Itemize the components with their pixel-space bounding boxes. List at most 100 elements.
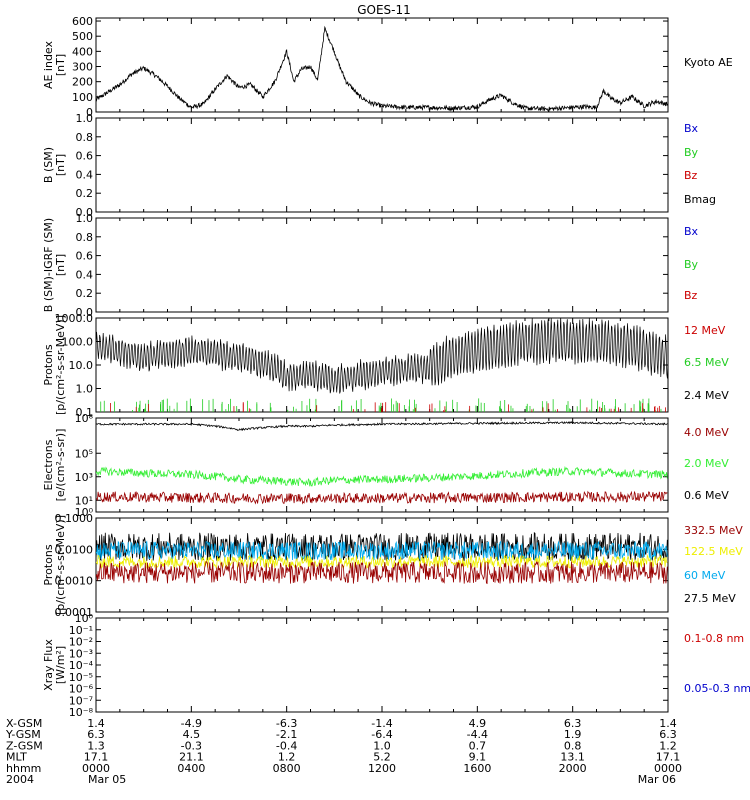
x-axis-value: 2000 bbox=[559, 762, 587, 775]
x-axis-value: 17.1 bbox=[656, 751, 681, 764]
legend-entry: Bx bbox=[684, 225, 699, 238]
y-tick-label: 10⁰ bbox=[75, 612, 94, 625]
y-tick-label: 1.0 bbox=[76, 212, 94, 225]
x-axis-value: 17.1 bbox=[84, 751, 109, 764]
series-line-electrons-2 bbox=[96, 490, 668, 505]
x-axis-value: -4.4 bbox=[467, 728, 488, 741]
x-axis-value: 1.9 bbox=[564, 728, 582, 741]
y-tick-label: 10⁻⁶ bbox=[69, 683, 94, 696]
panel-2: 0.0 0.2 0.4 0.6 0.8 1.0 B (SM) [nT] Bx By Bz Bmag bbox=[42, 112, 716, 219]
y-axis-label: [nT] bbox=[54, 254, 67, 276]
y-axis-label: AE index bbox=[42, 40, 55, 89]
y-tick-label: 0.1000 bbox=[55, 512, 94, 525]
x-axis-value: -2.1 bbox=[276, 728, 297, 741]
x-axis-row-label: MLT bbox=[6, 751, 27, 764]
y-tick-label: 10⁻¹ bbox=[69, 624, 93, 637]
x-axis-value: 0000 bbox=[654, 762, 682, 775]
y-tick-label: 0.4 bbox=[76, 268, 94, 281]
x-axis-value: 6.3 bbox=[87, 728, 105, 741]
x-axis-row-label: hhmm bbox=[6, 762, 41, 775]
x-axis-value: 4.9 bbox=[469, 717, 487, 730]
x-axis-row-label: X-GSM bbox=[6, 717, 42, 730]
y-axis-label: [p/(cm²-s-sr-MeV)] bbox=[54, 315, 67, 415]
y-tick-label: 0.0010 bbox=[55, 575, 94, 588]
x-axis-value: -6.3 bbox=[276, 717, 297, 730]
legend-entry: 2.0 MeV bbox=[684, 457, 729, 470]
y-tick-label: 0.6 bbox=[76, 150, 94, 163]
y-tick-label: 10³ bbox=[75, 471, 93, 484]
x-axis-value: 0800 bbox=[273, 762, 301, 775]
legend-entry: Bz bbox=[684, 169, 698, 182]
legend-entry: Bmag bbox=[684, 193, 716, 206]
y-tick-label: 0.8 bbox=[76, 231, 94, 244]
legend-entry: 122.5 MeV bbox=[684, 545, 743, 558]
panel-frame bbox=[95, 17, 669, 113]
panel-frame bbox=[95, 617, 669, 713]
x-axis-value: 5.2 bbox=[373, 751, 391, 764]
x-axis-value: 1.3 bbox=[87, 739, 105, 752]
legend-entry: 4.0 MeV bbox=[684, 426, 729, 439]
x-axis-value: 1600 bbox=[463, 762, 491, 775]
y-tick-label: 10⁻² bbox=[69, 636, 93, 649]
y-tick-label: 0.1 bbox=[76, 406, 94, 419]
y-axis-label: Protons bbox=[42, 344, 55, 385]
legend-entry: 332.5 MeV bbox=[684, 524, 743, 537]
x-axis-value: 1.2 bbox=[659, 739, 677, 752]
x-axis-row-label: 2004 bbox=[6, 773, 34, 786]
panel-frame bbox=[95, 217, 669, 313]
series-group bbox=[96, 25, 668, 112]
y-tick-label: 0 bbox=[86, 106, 93, 119]
y-axis-label: B (SM)-IGRF (SM) bbox=[42, 218, 55, 312]
x-axis-value: -6.4 bbox=[371, 728, 392, 741]
x-axis-value: Mar 05 bbox=[88, 773, 126, 786]
y-tick-label: 10⁻⁸ bbox=[69, 706, 94, 719]
x-axis-value: 9.1 bbox=[469, 751, 487, 764]
y-tick-label: 0.0001 bbox=[55, 606, 94, 619]
y-tick-label: 10.0 bbox=[69, 359, 94, 372]
x-axis-value: 1200 bbox=[368, 762, 396, 775]
y-axis-label: Protons bbox=[42, 544, 55, 585]
panel-4: 0.1 1.0 10.0 100.0 1000.0 Protons [p/(cm²-s-sr… bbox=[42, 312, 729, 419]
y-tick-label: 10⁻⁵ bbox=[69, 671, 93, 684]
x-axis-value: 1.4 bbox=[659, 717, 677, 730]
x-axis-row-label: Y-GSM bbox=[5, 728, 41, 741]
x-axis-value: 21.1 bbox=[179, 751, 204, 764]
legend-entry: Kyoto AE bbox=[684, 56, 733, 69]
legend-entry: 0.6 MeV bbox=[684, 489, 729, 502]
y-axis-label: B (SM) bbox=[42, 147, 55, 183]
series-group bbox=[96, 318, 668, 412]
legend-entry: 2.4 MeV bbox=[684, 389, 729, 402]
x-axis-value: Mar 06 bbox=[638, 773, 676, 786]
panel-6: 0.0001 0.0010 0.0100 0.1000 Protons [p/(cm²-s… bbox=[42, 512, 743, 619]
y-axis-label: Xray Flux bbox=[42, 639, 55, 691]
y-axis-label: [e/(cm²-s-sr)] bbox=[54, 429, 67, 502]
y-tick-label: 10⁰ bbox=[75, 506, 94, 519]
x-axis-value: 13.1 bbox=[560, 751, 585, 764]
legend-entry: 27.5 MeV bbox=[684, 592, 736, 605]
y-tick-label: 100 bbox=[72, 91, 93, 104]
y-tick-label: 10⁻⁴ bbox=[69, 659, 94, 672]
x-axis-value: 0.8 bbox=[564, 739, 582, 752]
x-axis-row-label: Z-GSM bbox=[6, 739, 43, 752]
x-axis-value: -0.4 bbox=[276, 739, 297, 752]
y-tick-label: 300 bbox=[72, 61, 93, 74]
y-tick-label: 600 bbox=[72, 15, 93, 28]
y-axis-label: [p/(cm²-s-sr-MeV)] bbox=[54, 515, 67, 615]
legend-entry: Bz bbox=[684, 289, 698, 302]
panel-1: 0 100 200 300 400 500 600 AE index [nT] Kyoto AE bbox=[42, 15, 733, 119]
y-tick-label: 0.0100 bbox=[55, 543, 94, 556]
y-tick-label: 1000.0 bbox=[55, 312, 94, 325]
y-axis-label: [nT] bbox=[54, 154, 67, 176]
legend-entry: By bbox=[684, 258, 699, 271]
series-line-electrons-1 bbox=[96, 465, 668, 487]
y-tick-label: 0.0 bbox=[76, 206, 94, 219]
y-tick-label: 10⁻³ bbox=[69, 647, 93, 660]
y-tick-label: 0.0 bbox=[76, 306, 94, 319]
series-group bbox=[96, 421, 668, 505]
panel-3: 0.0 0.2 0.4 0.6 0.8 1.0 B (SM)-IGRF (SM) [nT] Bx… bbox=[42, 212, 699, 319]
x-axis-value: -1.4 bbox=[371, 717, 392, 730]
y-tick-label: 10¹ bbox=[75, 494, 93, 507]
series-line-kyoto-ae bbox=[96, 25, 668, 112]
x-axis-value: 4.5 bbox=[183, 728, 201, 741]
y-tick-label: 0.2 bbox=[76, 187, 94, 200]
